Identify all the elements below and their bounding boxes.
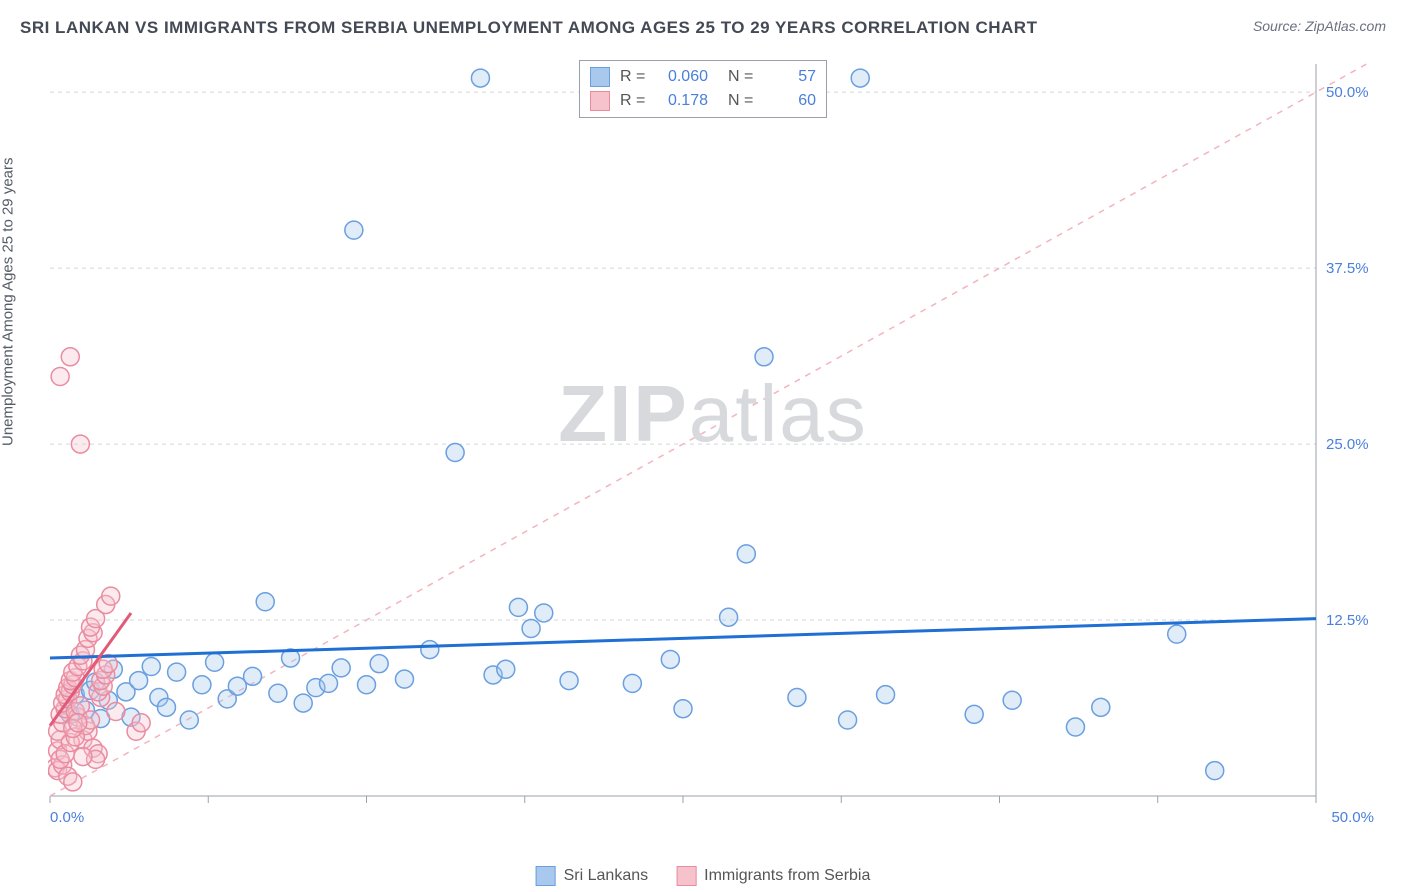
stat-value-r: 0.060 — [658, 68, 708, 86]
legend-swatch — [536, 866, 556, 886]
svg-text:37.5%: 37.5% — [1326, 260, 1369, 277]
svg-text:50.0%: 50.0% — [1326, 84, 1369, 101]
stats-row: R = 0.060 N = 57 — [590, 65, 816, 89]
stat-value-r: 0.178 — [658, 92, 708, 110]
chart-header: SRI LANKAN VS IMMIGRANTS FROM SERBIA UNE… — [20, 18, 1386, 38]
chart-source: Source: ZipAtlas.com — [1253, 18, 1386, 34]
stats-row: R = 0.178 N = 60 — [590, 89, 816, 113]
stats-legend: R = 0.060 N = 57 R = 0.178 N = 60 — [579, 60, 827, 118]
legend-item: Immigrants from Serbia — [676, 866, 870, 886]
legend-item: Sri Lankans — [536, 866, 649, 886]
legend-swatch — [590, 67, 610, 87]
legend-swatch — [676, 866, 696, 886]
chart-title: SRI LANKAN VS IMMIGRANTS FROM SERBIA UNE… — [20, 18, 1037, 38]
legend-label: Sri Lankans — [564, 867, 649, 885]
svg-text:50.0%: 50.0% — [1331, 809, 1374, 826]
svg-text:25.0%: 25.0% — [1326, 436, 1369, 453]
stat-label-n: N = — [728, 68, 756, 86]
legend-swatch — [590, 91, 610, 111]
plot-area: ZIPatlas 12.5%25.0%37.5%50.0%0.0%50.0% — [48, 60, 1378, 830]
stat-label-r: R = — [620, 68, 648, 86]
svg-text:0.0%: 0.0% — [50, 809, 84, 826]
series-legend: Sri Lankans Immigrants from Serbia — [536, 866, 871, 886]
stat-label-r: R = — [620, 92, 648, 110]
stat-label-n: N = — [728, 92, 756, 110]
svg-text:12.5%: 12.5% — [1326, 612, 1369, 629]
y-axis-label: Unemployment Among Ages 25 to 29 years — [0, 157, 17, 446]
stat-value-n: 60 — [766, 92, 816, 110]
legend-label: Immigrants from Serbia — [704, 867, 870, 885]
stat-value-n: 57 — [766, 68, 816, 86]
scatter-chart: 12.5% 25.0% 37.5% 50.0% 0.0% 50.0% — [48, 60, 1378, 830]
